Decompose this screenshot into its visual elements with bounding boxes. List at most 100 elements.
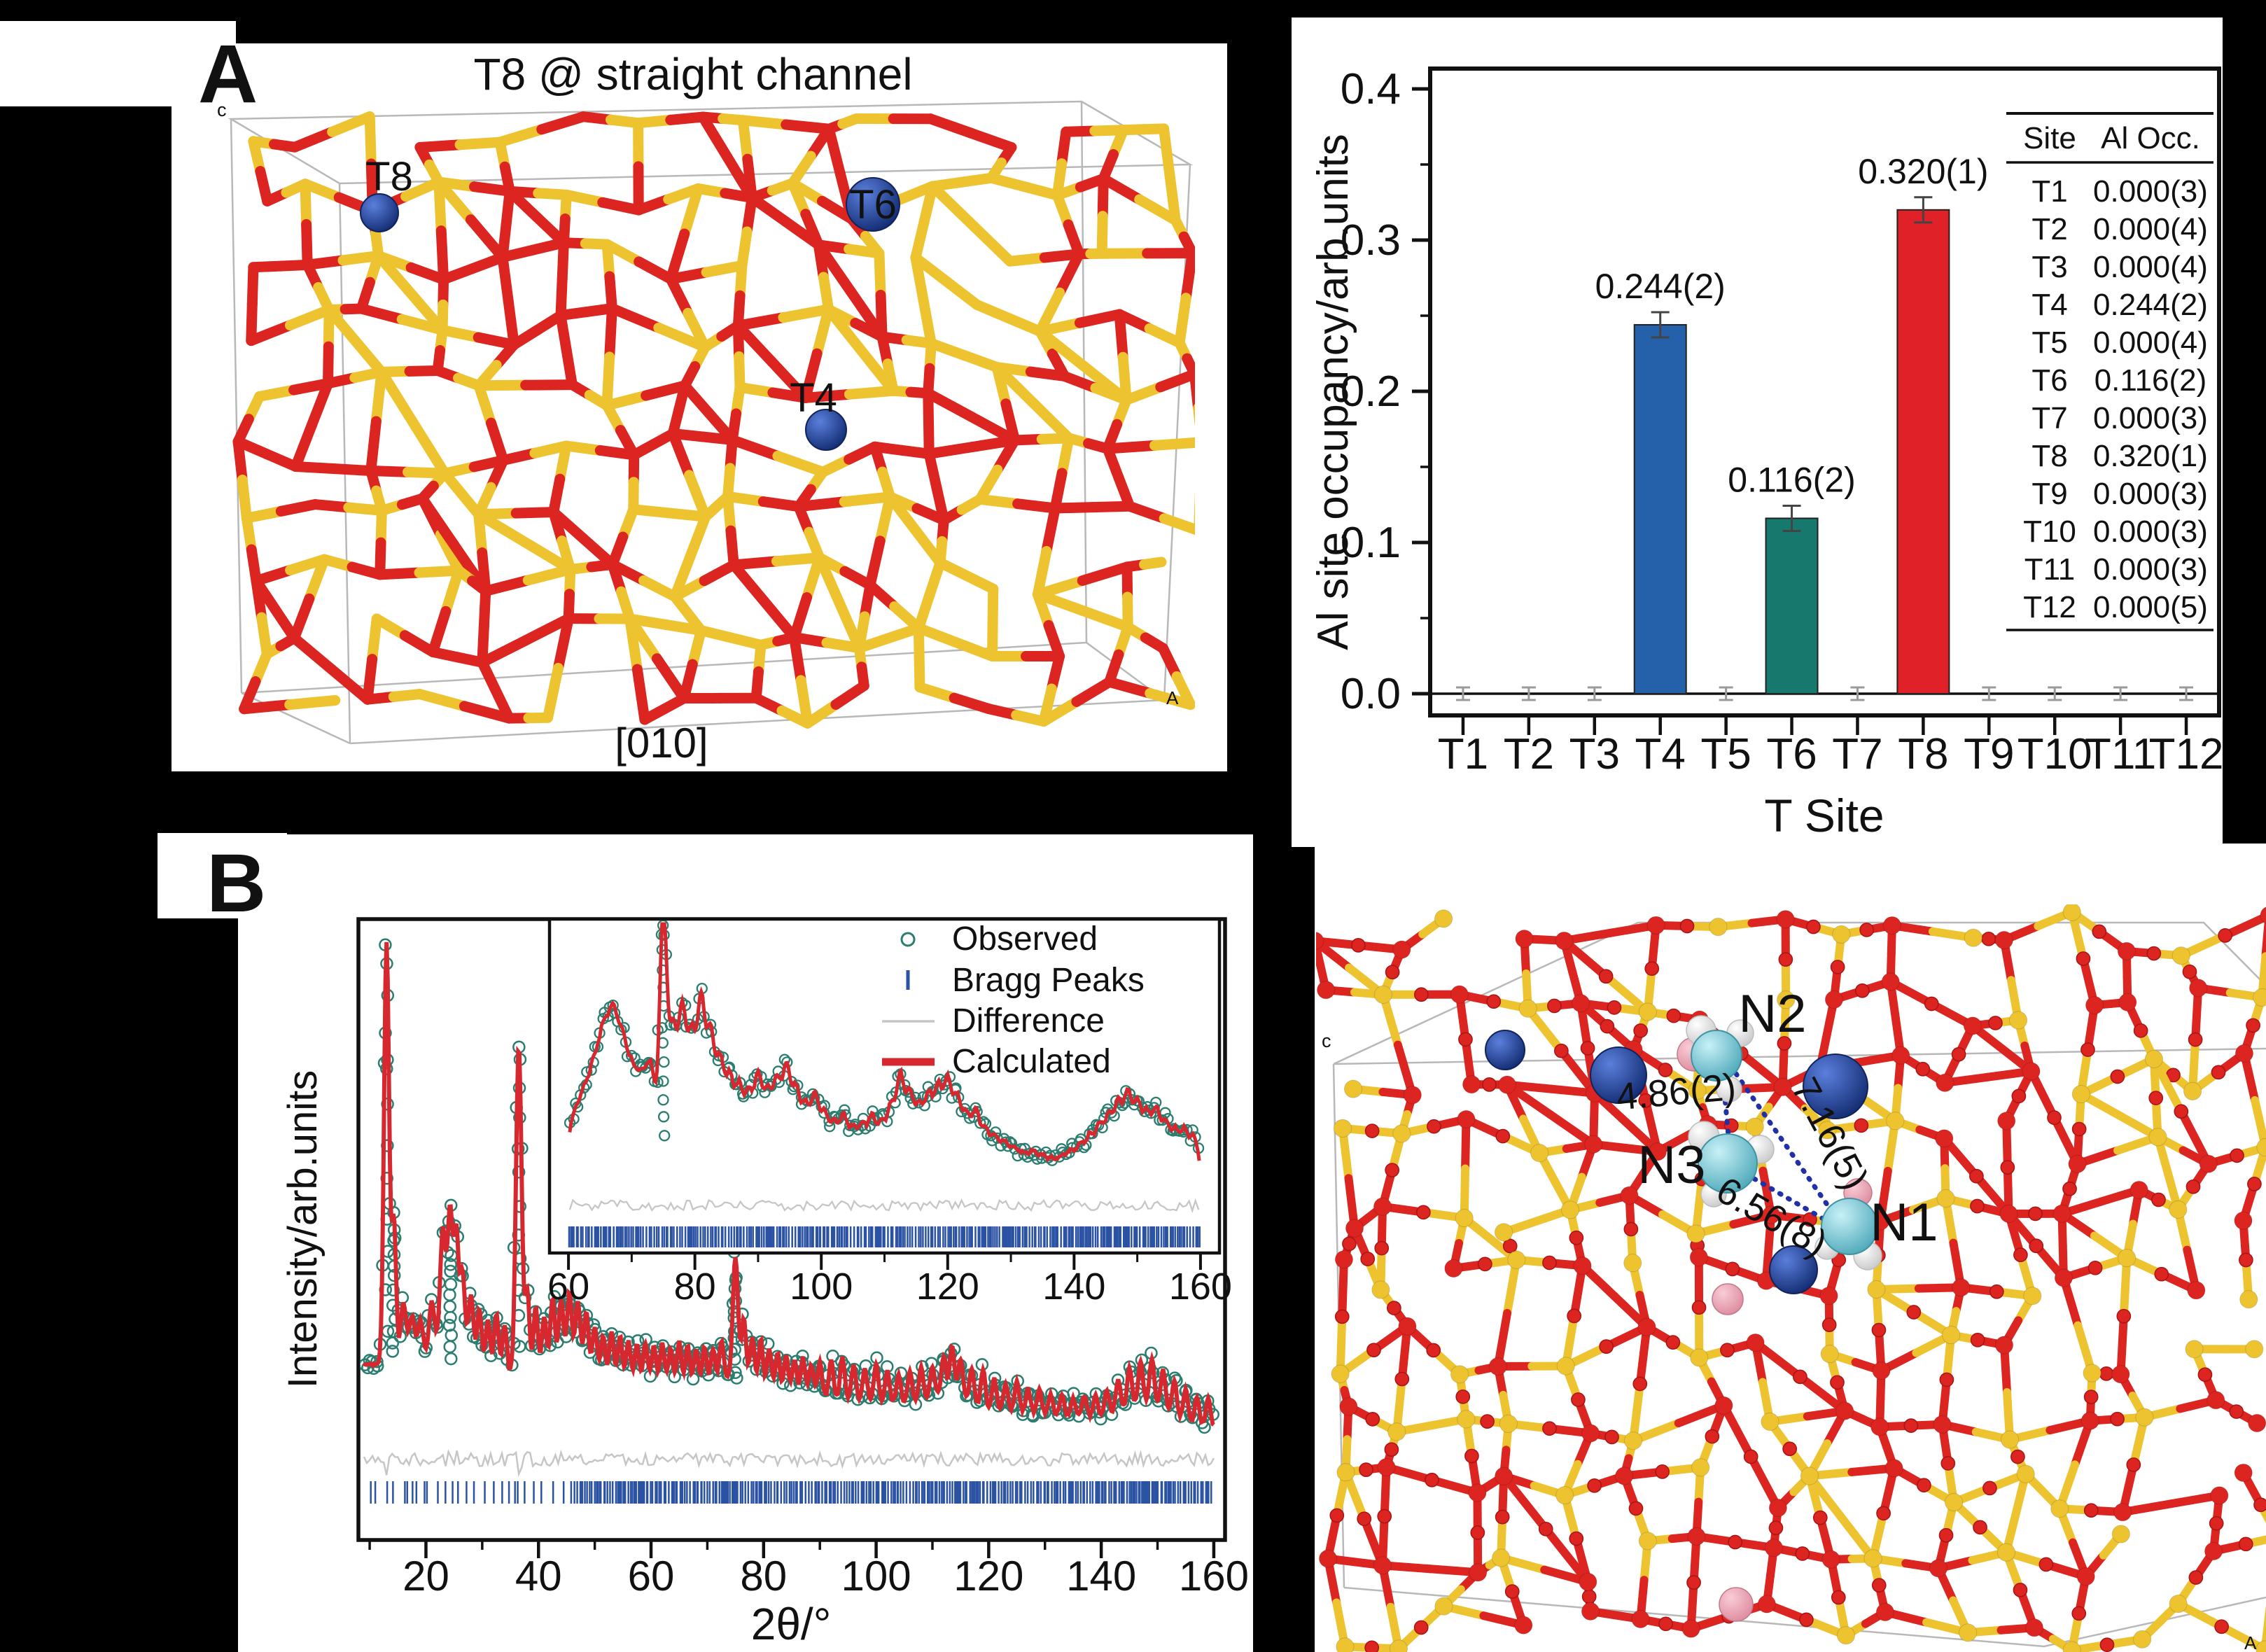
bar-x-tick-label: T12 bbox=[2149, 730, 2224, 778]
n-site-label-N3: N3 bbox=[1637, 1135, 1705, 1195]
n-site-sphere-N3 bbox=[1698, 1133, 1758, 1194]
xrd-x-axis-label: 2θ/° bbox=[751, 1599, 832, 1649]
blue-cation-sphere bbox=[1769, 1245, 1818, 1294]
distance-label: 4.86(2) bbox=[1615, 1066, 1738, 1119]
t-site-label-T8: T8 bbox=[365, 154, 413, 200]
bar-y-tick-label: 0.1 bbox=[1341, 519, 1401, 567]
bar-x-tick-label: T8 bbox=[1898, 730, 1948, 778]
xrd-main-data bbox=[360, 938, 1219, 1504]
bar-x-tick-label: T3 bbox=[1569, 730, 1620, 778]
xrd-x-tick-label: 140 bbox=[1066, 1553, 1136, 1600]
xrd-bragg-ticks bbox=[370, 1481, 1212, 1504]
xrd-inset-difference-line bbox=[568, 1198, 1200, 1214]
xrd-inset-x-tick-label: 140 bbox=[1042, 1266, 1105, 1308]
table-row-occ: 0.000(4) bbox=[2093, 326, 2208, 360]
distance-line bbox=[1733, 1071, 1838, 1219]
bar-T8 bbox=[1896, 209, 1950, 694]
pink-atom-sphere bbox=[1719, 1587, 1754, 1622]
table-row-site: T12 bbox=[2023, 590, 2076, 624]
table-row-occ: 0.000(3) bbox=[2093, 174, 2208, 209]
structure-a-title: T8 @ straight channel bbox=[473, 49, 912, 99]
legend-label: Calculated bbox=[952, 1043, 1111, 1080]
structure-a-axis-a-label: A bbox=[1166, 687, 1179, 708]
xrd-x-tick-label: 40 bbox=[515, 1553, 562, 1600]
pink-atom-sphere bbox=[1712, 1283, 1744, 1315]
table-row-site: T1 bbox=[2031, 174, 2067, 209]
bar-x-tick-label: T2 bbox=[1504, 730, 1554, 778]
legend-label: Bragg Peaks bbox=[952, 962, 1145, 999]
table-row-site: T8 bbox=[2031, 439, 2067, 473]
xrd-inset-x-tick-label: 100 bbox=[790, 1266, 853, 1308]
structure-b-framework bbox=[1316, 904, 2266, 1652]
xrd-x-tick-label: 80 bbox=[740, 1553, 787, 1600]
bar-x-tick-label: T5 bbox=[1700, 730, 1751, 778]
table-row-occ: 0.000(5) bbox=[2093, 590, 2208, 624]
structure-b-axis-a-label: A bbox=[2244, 1632, 2257, 1652]
xrd-x-tick-label: 60 bbox=[628, 1553, 675, 1600]
xrd-x-tick-label: 120 bbox=[953, 1553, 1023, 1600]
table-row-site: T9 bbox=[2031, 477, 2067, 511]
bar-x-tick-label: T9 bbox=[1964, 730, 2014, 778]
structure-b-axis-c-label: c bbox=[1322, 1030, 1331, 1051]
bar-y-tick-label: 0.3 bbox=[1341, 216, 1401, 265]
bar-y-tick-label: 0.0 bbox=[1341, 670, 1401, 718]
xrd-x-tick-label: 160 bbox=[1179, 1553, 1249, 1600]
table-row-site: T3 bbox=[2031, 250, 2067, 284]
xrd-calculated-line bbox=[362, 941, 1215, 1427]
table-row-occ: 0.000(3) bbox=[2093, 401, 2208, 435]
al-occupancy-bar-chart: 0.00.10.20.30.4T1 T2 T3 T40.244(2)T5 T60.116… bbox=[1341, 65, 2224, 778]
structure-a-projection-label: [010] bbox=[615, 720, 708, 766]
panel-a-letter: A bbox=[198, 28, 258, 120]
legend-label: Observed bbox=[952, 920, 1098, 958]
t-site-sphere-T6 bbox=[846, 177, 900, 232]
xrd-inset-calculated-line bbox=[568, 922, 1201, 1163]
bar-x-tick-label: T11 bbox=[2085, 730, 2156, 778]
xrd-inset-data bbox=[564, 920, 1205, 1247]
structure-a-axis-c-label: c bbox=[217, 99, 227, 120]
n-site-sphere-N1 bbox=[1821, 1198, 1878, 1255]
bar-value-label: 0.116(2) bbox=[1728, 460, 1856, 499]
panel-b-letter: B bbox=[207, 837, 266, 930]
structure-a-site-markers: T8 T6 T4 bbox=[360, 154, 900, 451]
table-row-site: T7 bbox=[2031, 401, 2067, 435]
table-header-site: Site bbox=[2023, 121, 2076, 155]
table-row-site: T10 bbox=[2023, 514, 2076, 549]
n-site-sphere-N2 bbox=[1691, 1030, 1742, 1082]
bar-x-tick-label: T1 bbox=[1438, 730, 1488, 778]
bar-x-tick-label: T6 bbox=[1766, 730, 1817, 778]
blue-cation-sphere bbox=[1485, 1030, 1525, 1070]
table-row-occ: 0.000(4) bbox=[2093, 212, 2208, 246]
table-header-occ: Al Occ. bbox=[2101, 121, 2200, 155]
xrd-inset-x-tick-label: 120 bbox=[916, 1266, 979, 1308]
blue-cation-sphere bbox=[1590, 1046, 1647, 1104]
bar-y-tick-label: 0.2 bbox=[1341, 368, 1401, 416]
table-row-site: T5 bbox=[2031, 326, 2067, 360]
xrd-inset-bragg-ticks bbox=[568, 1226, 1201, 1247]
structure-a-framework bbox=[232, 111, 1195, 729]
xrd-x-tick-label: 20 bbox=[403, 1553, 449, 1600]
table-row-occ: 0.000(3) bbox=[2093, 552, 2208, 587]
table-row-occ: 0.000(3) bbox=[2093, 477, 2208, 511]
structure-b-cell-box bbox=[1332, 921, 2266, 1648]
panel-a-barchart-panel bbox=[1292, 18, 2223, 847]
al-occupancy-table: Site Al Occ. T1 0.000(3) T2 0.000(4) T3 0.000(4… bbox=[2006, 112, 2213, 631]
xrd-y-axis-label: Intensity/arb.units bbox=[280, 1070, 326, 1389]
legend-observed-marker bbox=[900, 932, 916, 947]
xrd-inset-x-tick-label: 60 bbox=[547, 1266, 589, 1308]
t-site-label-T4: T4 bbox=[790, 375, 837, 421]
table-row-site: T11 bbox=[2024, 552, 2076, 587]
table-row-site: T4 bbox=[2031, 288, 2067, 322]
bar-x-tick-label: T7 bbox=[1832, 730, 1882, 778]
t-site-label-T6: T6 bbox=[849, 182, 897, 227]
xrd-x-tick-label: 100 bbox=[841, 1553, 911, 1600]
table-row-occ: 0.000(4) bbox=[2093, 250, 2208, 284]
bar-y-tick-label: 0.4 bbox=[1341, 65, 1401, 113]
xrd-rietveld-plot: 20 40 60 80 100 120 140 160 60 80 100 120 140 160 Obse… bbox=[356, 917, 1249, 1600]
bar-chart-y-axis-label: Al site occupancy/arb.units bbox=[1309, 134, 1357, 650]
bar-value-label: 0.320(1) bbox=[1858, 152, 1988, 191]
blue-cation-sphere bbox=[1803, 1054, 1868, 1119]
legend-label: Difference bbox=[952, 1002, 1105, 1040]
